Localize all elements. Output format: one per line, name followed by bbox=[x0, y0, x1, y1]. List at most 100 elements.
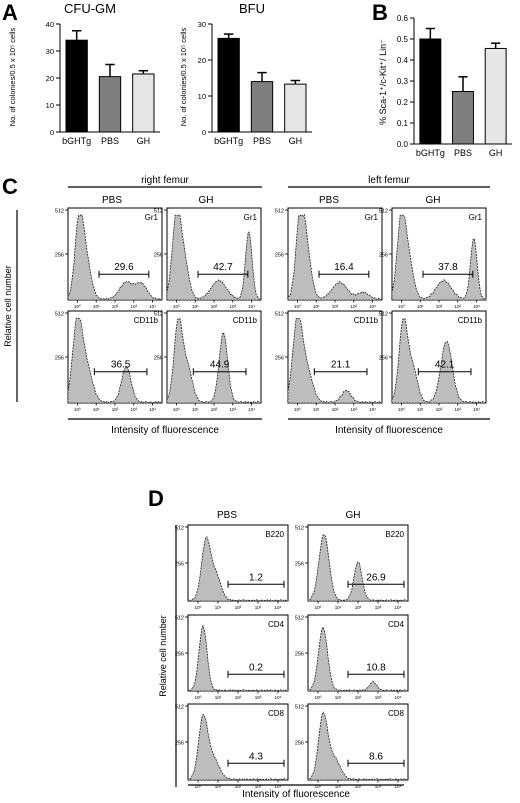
x-tick-label: 10⁴ bbox=[395, 695, 402, 700]
y-tick-label: 256 bbox=[295, 741, 304, 747]
y-tick-label: 0.6 bbox=[397, 14, 409, 23]
histogram-panel-gr1: 512 256 10⁰ 10¹ 10² 10³ 10⁴ Gr1 37.8 bbox=[379, 207, 487, 309]
x-tick-label: 10⁰ bbox=[173, 304, 180, 309]
y-tick-label: 10 bbox=[46, 101, 54, 110]
y-tick-label: 256 bbox=[379, 253, 388, 259]
histogram-panel-gr1: 512 256 10⁰ 10¹ 10² 10³ 10⁴ Gr1 29.6 bbox=[55, 207, 163, 309]
histogram-curve bbox=[307, 534, 409, 602]
marker-label: CD11b bbox=[134, 316, 159, 325]
x-tick-label: 10¹ bbox=[93, 407, 100, 412]
y-tick-label: 512 bbox=[175, 616, 184, 622]
chart-cfu-gm: CFU-GM No. of colonies/0.5 x 10⁵ cells 0… bbox=[8, 1, 160, 146]
marker-label: CD11b bbox=[354, 316, 379, 325]
marker-label: CD4 bbox=[268, 620, 285, 629]
x-tick-label: 10⁰ bbox=[294, 304, 301, 309]
x-tick-label: GH bbox=[137, 136, 151, 146]
x-tick-label: 10² bbox=[355, 784, 362, 789]
x-tick-label: 10⁴ bbox=[275, 784, 282, 789]
x-tick-label: 10³ bbox=[131, 407, 138, 412]
column-header: GH bbox=[426, 195, 441, 206]
bar-pbs bbox=[98, 76, 122, 133]
histogram-panel-cd11b: 512 256 10⁰ 10¹ 10² 10³ 10⁴ CD11b 36.5 bbox=[55, 310, 163, 412]
y-tick-label: 0.1 bbox=[397, 119, 409, 128]
panel-letter-b: B bbox=[372, 0, 388, 25]
panel-letter-d: D bbox=[148, 486, 164, 511]
marker-label: Gr1 bbox=[244, 213, 258, 222]
y-tick-label: 512 bbox=[379, 312, 388, 318]
gate-percentage: 42.1 bbox=[435, 360, 455, 371]
y-tick-label: 256 bbox=[295, 562, 304, 568]
y-tick-label: 0.5 bbox=[397, 35, 409, 44]
column-header: GH bbox=[199, 195, 214, 206]
marker-label: CD11b bbox=[233, 316, 258, 325]
y-tick-label: 256 bbox=[175, 652, 184, 658]
histogram-panel-cd4: 512 256 10⁰ 10¹ 10² 10³ 10⁴ CD4 0.2 bbox=[175, 614, 289, 700]
x-tick-label: 10⁰ bbox=[398, 304, 405, 309]
x-tick-label: bGHTg bbox=[214, 136, 243, 146]
x-tick-label: 10³ bbox=[255, 605, 262, 610]
x-tick-label: 10³ bbox=[131, 304, 138, 309]
gate-percentage: 0.2 bbox=[249, 662, 263, 673]
x-tick-label: 10¹ bbox=[417, 407, 424, 412]
x-tick-label: 10³ bbox=[351, 304, 358, 309]
y-tick-label: 0 bbox=[50, 128, 54, 137]
x-tick-label: 10¹ bbox=[192, 407, 199, 412]
x-tick-label: 10⁴ bbox=[473, 407, 480, 412]
gate-percentage: 10.8 bbox=[366, 662, 386, 673]
x-tick-label: 10⁰ bbox=[398, 407, 405, 412]
y-tick-label: 512 bbox=[295, 705, 304, 711]
x-tick-label: 10³ bbox=[255, 695, 262, 700]
histogram-panel-cd4: 512 256 10⁰ 10¹ 10² 10³ 10⁴ CD4 10.8 bbox=[295, 614, 409, 700]
x-tick-label: 10⁰ bbox=[195, 605, 202, 610]
x-tick-label: 10⁰ bbox=[74, 304, 81, 309]
gate-percentage: 1.2 bbox=[249, 572, 263, 583]
x-tick-label: 10² bbox=[235, 695, 242, 700]
x-tick-label: 10² bbox=[235, 605, 242, 610]
histogram-panel-cd11b: 512 256 10⁰ 10¹ 10² 10³ 10⁴ CD11b 44.9 bbox=[154, 310, 262, 412]
histogram-panel-cd8: 512 256 10⁰ 10¹ 10² 10³ 10⁴ CD8 8.6 bbox=[295, 703, 409, 789]
x-tick-label: 10² bbox=[355, 695, 362, 700]
column-header: GH bbox=[346, 510, 361, 521]
gate-percentage: 16.4 bbox=[334, 262, 354, 273]
y-tick-label: 512 bbox=[275, 312, 284, 318]
x-tick-label: 10¹ bbox=[335, 695, 342, 700]
x-tick-label: 10⁰ bbox=[195, 695, 202, 700]
histogram-panel-gr1: 512 256 10⁰ 10¹ 10² 10³ 10⁴ Gr1 42.7 bbox=[154, 207, 262, 309]
x-tick-label: 10¹ bbox=[313, 407, 320, 412]
x-tick-label: 10⁴ bbox=[149, 304, 156, 309]
histogram-curve bbox=[67, 317, 163, 404]
histogram-curve bbox=[166, 214, 262, 301]
bar-gh bbox=[484, 47, 507, 145]
x-tick-label: 10⁴ bbox=[275, 605, 282, 610]
x-tick-label: 10³ bbox=[455, 407, 462, 412]
column-header: PBS bbox=[319, 195, 339, 206]
y-axis-label: % Sca-1⁺/c-Kit⁺/ Lin⁻ bbox=[378, 39, 388, 125]
histogram-panel-gr1: 512 256 10⁰ 10¹ 10² 10³ 10⁴ Gr1 16.4 bbox=[275, 207, 383, 309]
marker-label: CD11b bbox=[458, 316, 483, 325]
x-tick-label: 10² bbox=[211, 304, 218, 309]
histogram-curve bbox=[391, 317, 487, 404]
y-tick-label: 256 bbox=[175, 741, 184, 747]
y-axis-label: No. of colonies/0.5 x 10⁵ cells bbox=[8, 27, 17, 126]
x-tick-label: PBS bbox=[454, 148, 472, 158]
column-header: PBS bbox=[217, 510, 237, 521]
y-tick-label: 256 bbox=[175, 562, 184, 568]
gate-percentage: 26.9 bbox=[366, 572, 386, 583]
y-tick-label: 512 bbox=[55, 209, 64, 215]
histogram-panel-b220: 512 256 10⁰ 10¹ 10² 10³ 10⁴ B220 26.9 bbox=[295, 524, 409, 610]
x-tick-label: 10² bbox=[112, 304, 119, 309]
histogram-curve bbox=[287, 317, 383, 404]
x-tick-label: 10² bbox=[112, 407, 119, 412]
histogram-curve bbox=[307, 711, 409, 781]
histogram-panel-cd11b: 512 256 10⁰ 10¹ 10² 10³ 10⁴ CD11b 21.1 bbox=[275, 310, 383, 412]
x-tick-label: 10⁰ bbox=[195, 784, 202, 789]
x-tick-label: 10⁴ bbox=[369, 304, 376, 309]
x-tick-label: GH bbox=[489, 148, 503, 158]
x-tick-label: 10⁴ bbox=[395, 784, 402, 789]
y-tick-label: 30 bbox=[46, 47, 54, 56]
x-tick-label: 10³ bbox=[255, 784, 262, 789]
y-tick-label: 512 bbox=[154, 312, 163, 318]
marker-label: B220 bbox=[385, 530, 404, 539]
y-tick-label: 10 bbox=[198, 92, 206, 101]
panel-c-flow: right femur left femur PBS GH PBS GH Rel… bbox=[3, 175, 490, 436]
